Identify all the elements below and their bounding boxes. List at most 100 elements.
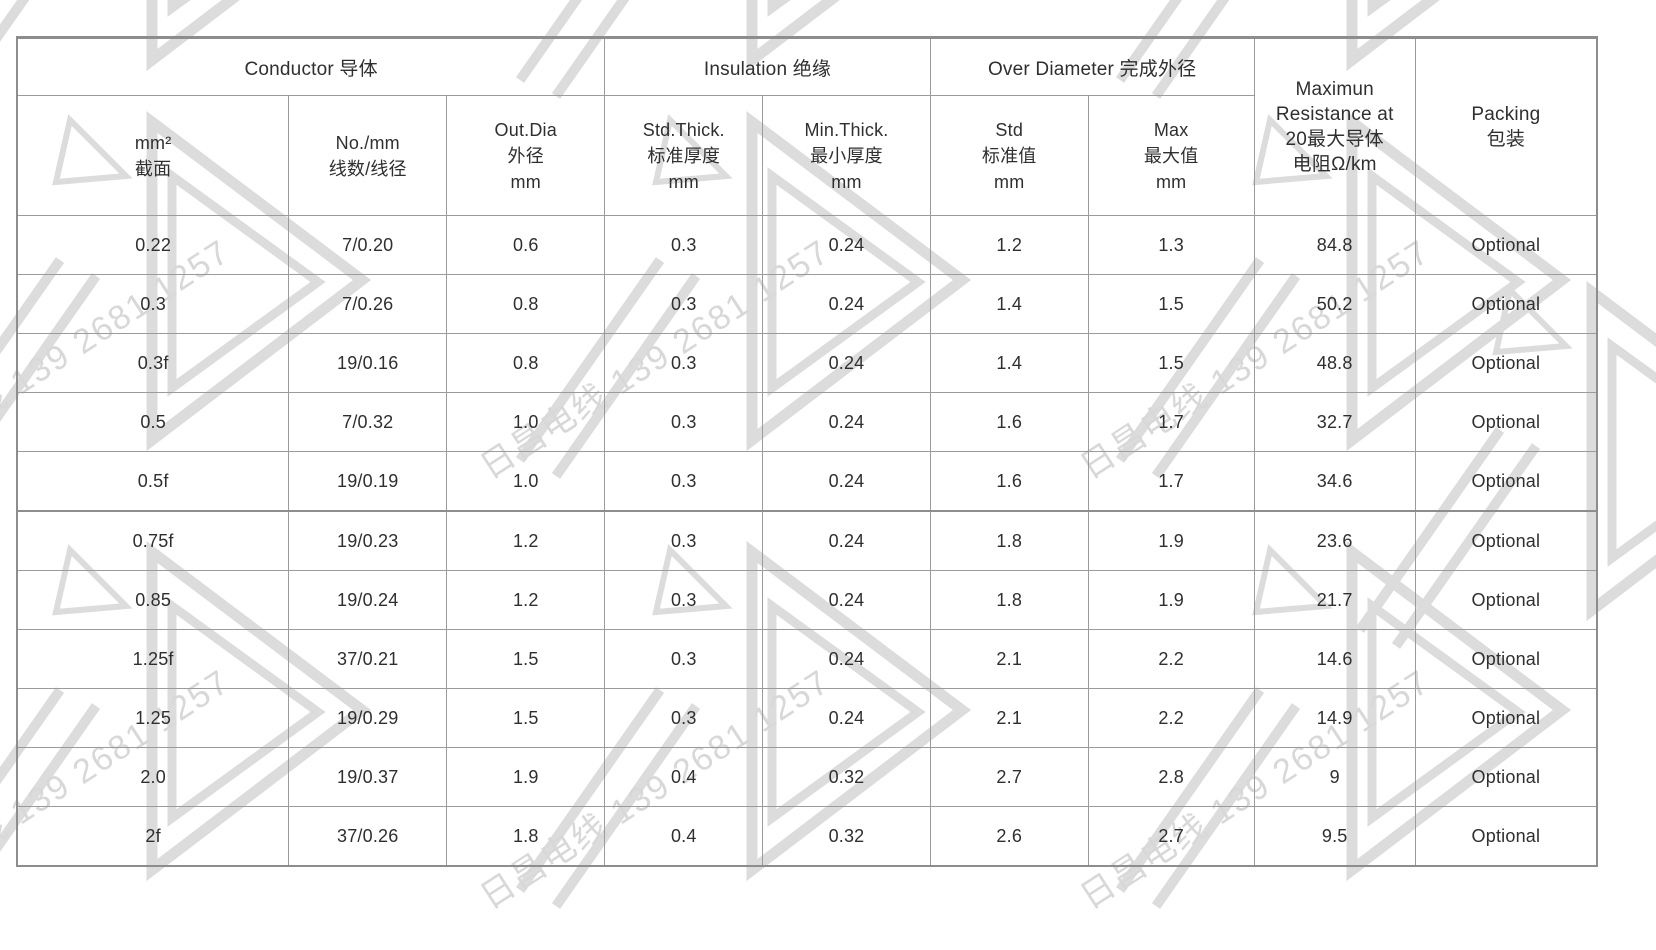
table-cell: 1.6 — [929, 451, 1089, 512]
table-cell: 7/0.26 — [288, 274, 448, 334]
table-cell: 2.1 — [929, 629, 1089, 689]
table-cell: 2f — [16, 806, 290, 867]
table-cell: 0.5 — [16, 392, 290, 452]
table-cell: 1.6 — [929, 392, 1089, 452]
table-cell: 7/0.20 — [288, 215, 448, 275]
table-cell: 1.9 — [1087, 570, 1255, 630]
inner-triangle-icon — [1607, 337, 1656, 567]
table-cell: 84.8 — [1253, 215, 1416, 275]
table-cell: Optional — [1414, 215, 1598, 275]
table-row: 0.22 7/0.20 0.6 0.3 0.24 1.2 1.3 84.8 Optional — [16, 215, 1598, 275]
table-cell: 2.2 — [1087, 629, 1255, 689]
table-cell: 1.3 — [1087, 215, 1255, 275]
table-cell: 0.8 — [446, 274, 606, 334]
table-cell: 2.6 — [929, 806, 1089, 867]
table-cell: 48.8 — [1253, 333, 1416, 393]
table-cell: 19/0.19 — [288, 451, 448, 512]
table-cell: 14.6 — [1253, 629, 1416, 689]
header-std-thick: Std.Thick. 标准厚度 mm — [604, 95, 764, 216]
table-cell: 0.5f — [16, 451, 290, 512]
table-cell: 0.24 — [762, 510, 931, 571]
table-cell: 1.8 — [929, 570, 1089, 630]
group-header-row: Conductor 导体 Insulation 绝缘 Over Diameter… — [16, 37, 1598, 216]
header-max: Max 最大值 mm — [1087, 95, 1255, 216]
table-cell: 19/0.29 — [288, 688, 448, 748]
table-row: 0.5 7/0.32 1.0 0.3 0.24 1.6 1.7 32.7 Optional — [16, 392, 1598, 452]
table-cell: Optional — [1414, 629, 1598, 689]
table-cell: 0.3 — [604, 451, 764, 512]
table-cell: 0.24 — [762, 333, 931, 393]
table-cell: 0.4 — [604, 806, 764, 867]
table-row: 0.3f 19/0.16 0.8 0.3 0.24 1.4 1.5 48.8 Optional — [16, 333, 1598, 393]
table-cell: 19/0.24 — [288, 570, 448, 630]
table-cell: 2.7 — [929, 747, 1089, 807]
table-cell: 1.4 — [929, 333, 1089, 393]
table-cell: 1.8 — [446, 806, 606, 867]
table-cell: 0.85 — [16, 570, 290, 630]
table-cell: 0.24 — [762, 688, 931, 748]
table-cell: 1.5 — [446, 688, 606, 748]
table-cell: Optional — [1414, 806, 1598, 867]
header-packing: Packing 包装 — [1414, 37, 1598, 216]
header-min-thick: Min.Thick. 最小厚度 mm — [762, 95, 931, 216]
inner-triangle-icon — [167, 0, 191, 17]
table-row: 2.0 19/0.37 1.9 0.4 0.32 2.7 2.8 9 Optional — [16, 747, 1598, 807]
table-cell: 37/0.26 — [288, 806, 448, 867]
table-cell: Optional — [1414, 392, 1598, 452]
table-cell: 0.22 — [16, 215, 290, 275]
header-std: Std 标准值 mm — [929, 95, 1089, 216]
cable-spec-table: Conductor 导体 Insulation 绝缘 Over Diameter… — [16, 36, 1598, 867]
table-cell: 9 — [1253, 747, 1416, 807]
table-cell: 0.3 — [604, 215, 764, 275]
table-cell: 19/0.23 — [288, 510, 448, 571]
table-cell: 0.3 — [604, 510, 764, 571]
table-cell: Optional — [1414, 747, 1598, 807]
table-cell: 0.6 — [446, 215, 606, 275]
table-cell: 0.3 — [604, 629, 764, 689]
table-cell: 0.3 — [604, 333, 764, 393]
table-cell: 0.32 — [762, 747, 931, 807]
table-cell: 0.3 — [604, 688, 764, 748]
table-cell: Optional — [1414, 333, 1598, 393]
table-cell: 7/0.32 — [288, 392, 448, 452]
table-cell: 0.3 — [604, 392, 764, 452]
table-cell: 0.32 — [762, 806, 931, 867]
header-max-resistance: Maximun Resistance at 20最大导体 电阻Ω/km — [1253, 37, 1416, 216]
table-cell: 1.0 — [446, 392, 606, 452]
table-cell: 1.2 — [446, 570, 606, 630]
table-cell: 0.4 — [604, 747, 764, 807]
table-cell: 1.2 — [446, 510, 606, 571]
table-cell: 1.2 — [929, 215, 1089, 275]
table-row: 0.85 19/0.24 1.2 0.3 0.24 1.8 1.9 21.7 Optional — [16, 570, 1598, 630]
table-cell: Optional — [1414, 510, 1598, 571]
table-cell: 19/0.16 — [288, 333, 448, 393]
table-cell: 0.24 — [762, 392, 931, 452]
table-cell: 0.8 — [446, 333, 606, 393]
table-cell: 32.7 — [1253, 392, 1416, 452]
table-body: 0.22 7/0.20 0.6 0.3 0.24 1.2 1.3 84.8 Optional 0.… — [16, 215, 1598, 867]
table-cell: 0.24 — [762, 215, 931, 275]
group-header-over-diameter: Over Diameter 完成外径 — [929, 37, 1255, 96]
table-cell: Optional — [1414, 451, 1598, 512]
big-triangle-icon — [1586, 280, 1656, 622]
table-cell: 1.7 — [1087, 392, 1255, 452]
table-cell: 0.24 — [762, 629, 931, 689]
table-cell: Optional — [1414, 688, 1598, 748]
table-row: 0.3 7/0.26 0.8 0.3 0.24 1.4 1.5 50.2 Optional — [16, 274, 1598, 334]
table-cell: 0.24 — [762, 451, 931, 512]
table-cell: 1.7 — [1087, 451, 1255, 512]
table-cell: 14.9 — [1253, 688, 1416, 748]
table-cell: 1.0 — [446, 451, 606, 512]
table-cell: 9.5 — [1253, 806, 1416, 867]
table-cell: 34.6 — [1253, 451, 1416, 512]
group-header-conductor: Conductor 导体 — [16, 37, 606, 96]
table-cell: 1.5 — [1087, 274, 1255, 334]
table-cell: 0.75f — [16, 510, 290, 571]
table-cell: 1.25f — [16, 629, 290, 689]
table-row: 1.25f 37/0.21 1.5 0.3 0.24 2.1 2.2 14.6 Optional — [16, 629, 1598, 689]
group-header-insulation: Insulation 绝缘 — [604, 37, 931, 96]
inner-triangle-icon — [767, 0, 791, 17]
table-cell: Optional — [1414, 570, 1598, 630]
table-cell: 0.24 — [762, 570, 931, 630]
